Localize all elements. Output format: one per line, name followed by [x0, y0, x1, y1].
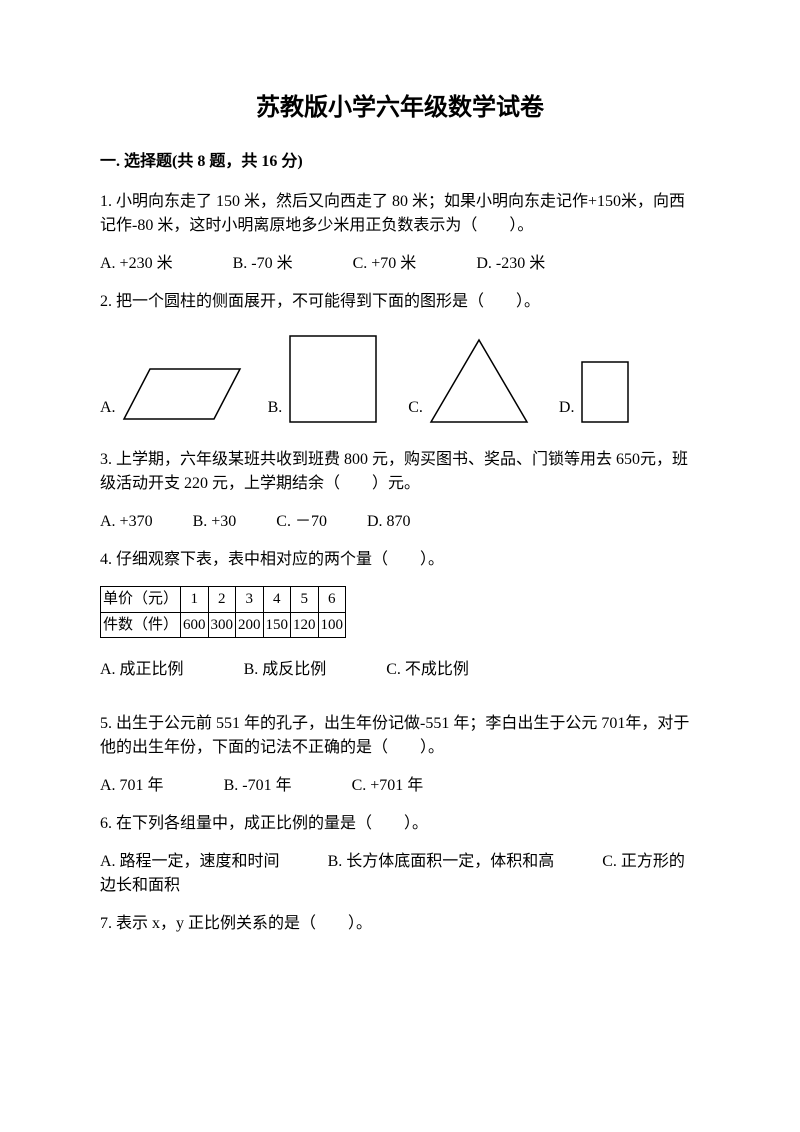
question-2: 2. 把一个圆柱的侧面展开，不可能得到下面的图形是（ ）。: [100, 290, 700, 314]
q2-opt-c: C.: [408, 396, 423, 420]
q5-opt-a: A. 701 年: [100, 774, 164, 798]
q1-opt-c: C. +70 米: [353, 252, 417, 276]
question-6: 6. 在下列各组量中，成正比例的量是（ ）。: [100, 812, 700, 836]
question-3: 3. 上学期，六年级某班共收到班费 800 元，购买图书、奖品、门锁等用去 65…: [100, 448, 700, 496]
q6-opt-a: A. 路程一定，速度和时间: [100, 853, 280, 870]
q2-opt-b: B.: [268, 396, 283, 420]
page-title: 苏教版小学六年级数学试卷: [100, 90, 700, 126]
cell: 1: [181, 587, 209, 613]
q4-table: 单价（元） 1 2 3 4 5 6 件数（件） 600 300 200 150 …: [100, 586, 346, 638]
table-row: 件数（件） 600 300 200 150 120 100: [101, 612, 346, 638]
triangle-icon: [429, 338, 529, 424]
cell: 300: [208, 612, 236, 638]
cell: 100: [318, 612, 346, 638]
rectangle-icon: [580, 360, 630, 424]
q4-opt-c: C. 不成比例: [386, 658, 469, 682]
cell: 2: [208, 587, 236, 613]
question-1: 1. 小明向东走了 150 米，然后又向西走了 80 米；如果小明向东走记作+1…: [100, 190, 700, 238]
q1-options: A. +230 米 B. -70 米 C. +70 米 D. -230 米: [100, 252, 700, 276]
question-4: 4. 仔细观察下表，表中相对应的两个量（ ）。: [100, 548, 700, 572]
cell: 120: [291, 612, 319, 638]
cell: 6: [318, 587, 346, 613]
parallelogram-icon: [122, 364, 242, 424]
q4-opt-a: A. 成正比例: [100, 658, 184, 682]
square-icon: [288, 334, 378, 424]
table-row: 单价（元） 1 2 3 4 5 6: [101, 587, 346, 613]
cell: 件数（件）: [101, 612, 181, 638]
question-5: 5. 出生于公元前 551 年的孔子，出生年份记做-551 年；李白出生于公元 …: [100, 712, 700, 760]
q2-opt-a: A.: [100, 396, 116, 420]
cell: 150: [263, 612, 291, 638]
q5-opt-b: B. -701 年: [224, 774, 292, 798]
q3-opt-d: D. 870: [367, 510, 411, 534]
question-7: 7. 表示 x，y 正比例关系的是（ ）。: [100, 912, 700, 936]
q6-opt-b: B. 长方体底面积一定，体积和高: [328, 853, 555, 870]
cell: 4: [263, 587, 291, 613]
cell: 单价（元）: [101, 587, 181, 613]
cell: 5: [291, 587, 319, 613]
q6-options: A. 路程一定，速度和时间 B. 长方体底面积一定，体积和高 C. 正方形的边长…: [100, 850, 700, 898]
q5-options: A. 701 年 B. -701 年 C. +701 年: [100, 774, 700, 798]
cell: 600: [181, 612, 209, 638]
q3-opt-a: A. +370: [100, 510, 153, 534]
q3-opt-c: C. －70: [276, 510, 327, 534]
cell: 200: [236, 612, 264, 638]
q3-opt-b: B. +30: [193, 510, 237, 534]
q2-shapes: A. B. C. D.: [100, 334, 700, 424]
q3-options: A. +370 B. +30 C. －70 D. 870: [100, 510, 700, 534]
q4-options: A. 成正比例 B. 成反比例 C. 不成比例: [100, 658, 700, 682]
q5-opt-c: C. +701 年: [352, 774, 424, 798]
q4-opt-b: B. 成反比例: [244, 658, 327, 682]
q1-opt-b: B. -70 米: [233, 252, 293, 276]
cell: 3: [236, 587, 264, 613]
q2-opt-d: D.: [559, 396, 575, 420]
q1-opt-d: D. -230 米: [476, 252, 545, 276]
q1-opt-a: A. +230 米: [100, 252, 173, 276]
section-header: 一. 选择题(共 8 题，共 16 分): [100, 150, 700, 174]
